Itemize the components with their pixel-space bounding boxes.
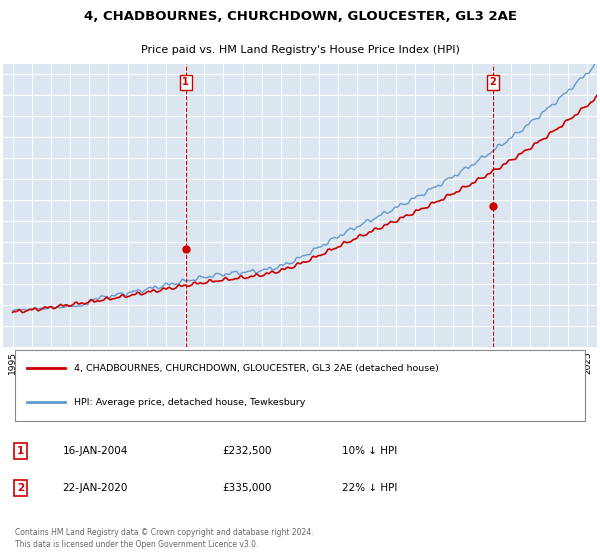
Text: 22-JAN-2020: 22-JAN-2020 bbox=[62, 483, 128, 493]
Text: 1: 1 bbox=[182, 77, 189, 87]
FancyBboxPatch shape bbox=[15, 349, 585, 421]
Text: 2: 2 bbox=[17, 483, 25, 493]
Text: Price paid vs. HM Land Registry's House Price Index (HPI): Price paid vs. HM Land Registry's House … bbox=[140, 45, 460, 55]
Text: 2: 2 bbox=[490, 77, 496, 87]
Text: 22% ↓ HPI: 22% ↓ HPI bbox=[341, 483, 397, 493]
Text: 16-JAN-2004: 16-JAN-2004 bbox=[62, 446, 128, 456]
Text: 4, CHADBOURNES, CHURCHDOWN, GLOUCESTER, GL3 2AE: 4, CHADBOURNES, CHURCHDOWN, GLOUCESTER, … bbox=[83, 10, 517, 23]
Text: £335,000: £335,000 bbox=[223, 483, 272, 493]
Text: HPI: Average price, detached house, Tewkesbury: HPI: Average price, detached house, Tewk… bbox=[74, 398, 305, 407]
Text: 4, CHADBOURNES, CHURCHDOWN, GLOUCESTER, GL3 2AE (detached house): 4, CHADBOURNES, CHURCHDOWN, GLOUCESTER, … bbox=[74, 364, 439, 373]
Text: 10% ↓ HPI: 10% ↓ HPI bbox=[341, 446, 397, 456]
Text: 1: 1 bbox=[17, 446, 25, 456]
Text: £232,500: £232,500 bbox=[223, 446, 272, 456]
Text: Contains HM Land Registry data © Crown copyright and database right 2024.
This d: Contains HM Land Registry data © Crown c… bbox=[15, 528, 313, 549]
